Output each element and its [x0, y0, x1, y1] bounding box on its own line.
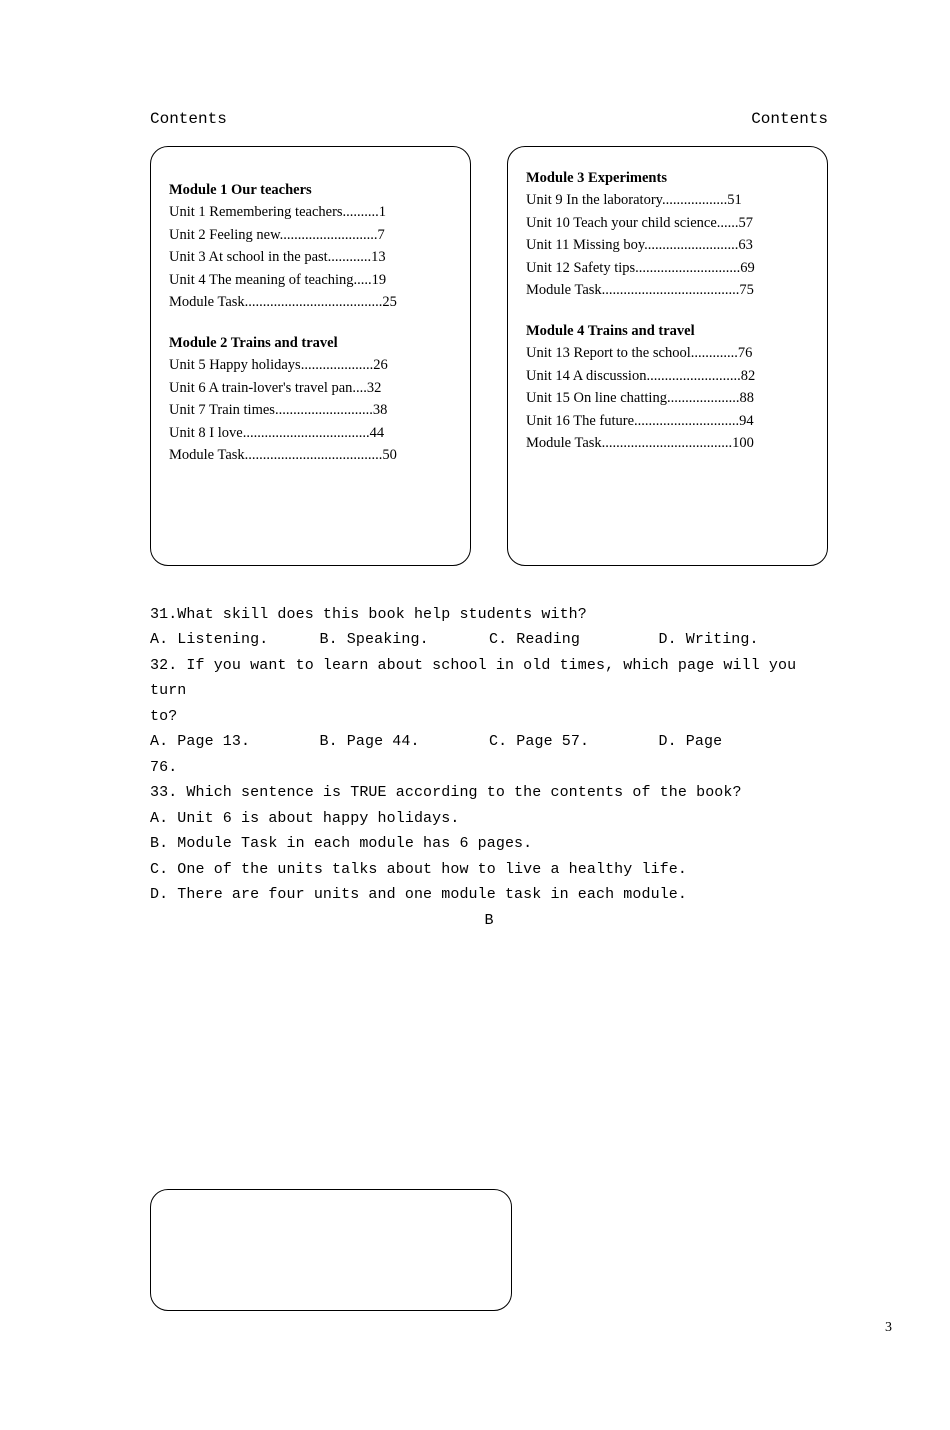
- contents-header-left: Contents: [150, 110, 227, 128]
- toc-line-module-task-4: Module Task.............................…: [526, 432, 809, 454]
- question-31: 31.What skill does this book help studen…: [150, 602, 828, 628]
- toc-line-unit-1: Unit 1 Remembering teachers..........1: [169, 201, 452, 223]
- toc-line-unit-15: Unit 15 On line chatting................…: [526, 387, 809, 409]
- module-2-block: Module 2 Trains and travel Unit 5 Happy …: [169, 332, 452, 467]
- q33-opt-c: C. One of the units talks about how to l…: [150, 857, 828, 883]
- q33-opt-b: B. Module Task in each module has 6 page…: [150, 831, 828, 857]
- toc-line-unit-12: Unit 12 Safety tips.....................…: [526, 257, 809, 279]
- contents-header-right: Contents: [751, 110, 828, 128]
- toc-line-unit-10: Unit 10 Teach your child science......57: [526, 212, 809, 234]
- bottom-empty-box: [150, 1189, 512, 1311]
- page: Contents Contents Module 1 Our teachers …: [0, 0, 950, 1430]
- question-32: 32. If you want to learn about school in…: [150, 653, 828, 704]
- question-32-opt-d-cont: 76.: [150, 755, 828, 781]
- question-32-cont: to?: [150, 704, 828, 730]
- toc-line-unit-5: Unit 5 Happy holidays...................…: [169, 354, 452, 376]
- q33-opt-a: A. Unit 6 is about happy holidays.: [150, 806, 828, 832]
- module-3-title: Module 3 Experiments: [526, 167, 809, 189]
- q32-opt-b: B. Page 44.: [320, 729, 490, 755]
- toc-line-unit-14: Unit 14 A discussion....................…: [526, 365, 809, 387]
- toc-line-unit-3: Unit 3 At school in the past............…: [169, 246, 452, 268]
- question-33: 33. Which sentence is TRUE according to …: [150, 780, 828, 806]
- q31-opt-c: C. Reading: [489, 627, 659, 653]
- toc-boxes: Module 1 Our teachers Unit 1 Remembering…: [150, 146, 828, 566]
- toc-box-left: Module 1 Our teachers Unit 1 Remembering…: [150, 146, 471, 566]
- module-3-block: Module 3 Experiments Unit 9 In the labor…: [526, 167, 809, 302]
- q31-opt-a: A. Listening.: [150, 627, 320, 653]
- toc-line-unit-9: Unit 9 In the laboratory................…: [526, 189, 809, 211]
- q32-opt-d: D. Page: [659, 729, 829, 755]
- toc-line-module-task-3: Module Task.............................…: [526, 279, 809, 301]
- toc-line-unit-2: Unit 2 Feeling new......................…: [169, 224, 452, 246]
- q31-opt-b: B. Speaking.: [320, 627, 490, 653]
- q32-opt-a: A. Page 13.: [150, 729, 320, 755]
- toc-line-unit-6: Unit 6 A train-lover's travel pan....32: [169, 377, 452, 399]
- contents-header-row: Contents Contents: [150, 110, 828, 128]
- toc-line-unit-7: Unit 7 Train times......................…: [169, 399, 452, 421]
- question-31-options: A. Listening. B. Speaking. C. Reading D.…: [150, 627, 828, 653]
- q31-opt-d: D. Writing.: [659, 627, 829, 653]
- module-1-block: Module 1 Our teachers Unit 1 Remembering…: [169, 179, 452, 314]
- module-1-title: Module 1 Our teachers: [169, 179, 452, 201]
- toc-line-unit-4: Unit 4 The meaning of teaching.....19: [169, 269, 452, 291]
- questions-block: 31.What skill does this book help studen…: [150, 602, 828, 908]
- page-number: 3: [885, 1320, 892, 1336]
- toc-line-unit-13: Unit 13 Report to the school............…: [526, 342, 809, 364]
- section-b-label: B: [150, 912, 828, 929]
- toc-line-unit-16: Unit 16 The future......................…: [526, 410, 809, 432]
- question-32-options: A. Page 13. B. Page 44. C. Page 57. D. P…: [150, 729, 828, 755]
- toc-box-right: Module 3 Experiments Unit 9 In the labor…: [507, 146, 828, 566]
- q33-opt-d: D. There are four units and one module t…: [150, 882, 828, 908]
- toc-line-unit-8: Unit 8 I love...........................…: [169, 422, 452, 444]
- toc-line-module-task-2: Module Task.............................…: [169, 444, 452, 466]
- module-4-block: Module 4 Trains and travel Unit 13 Repor…: [526, 320, 809, 455]
- toc-line-module-task-1: Module Task.............................…: [169, 291, 452, 313]
- module-4-title: Module 4 Trains and travel: [526, 320, 809, 342]
- q32-opt-c: C. Page 57.: [489, 729, 659, 755]
- module-2-title: Module 2 Trains and travel: [169, 332, 452, 354]
- toc-line-unit-11: Unit 11 Missing boy.....................…: [526, 234, 809, 256]
